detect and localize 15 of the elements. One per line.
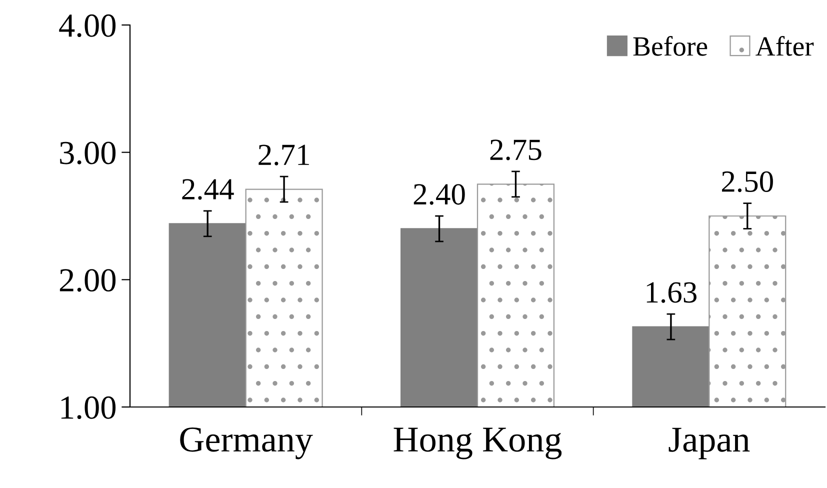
- data-label: 2.50: [722, 171, 773, 192]
- x-tick-label: Japan: [668, 428, 750, 460]
- y-tick-label: 1.00: [61, 396, 116, 420]
- data-label: 1.63: [646, 282, 696, 303]
- x-tick-label: Germany: [180, 427, 313, 460]
- data-label: 2.40: [414, 184, 465, 205]
- x-tick-label: Hong Kong: [394, 428, 562, 460]
- y-tick-label: 3.00: [60, 142, 116, 164]
- y-tick-label: 2.00: [60, 269, 116, 292]
- y-tick-label: 4.00: [59, 14, 116, 38]
- legend-label: Before: [633, 36, 708, 56]
- data-label: 2.71: [258, 144, 309, 166]
- data-label: 2.44: [182, 179, 234, 200]
- legend-label: After: [756, 36, 814, 56]
- data-label: 2.75: [490, 140, 542, 160]
